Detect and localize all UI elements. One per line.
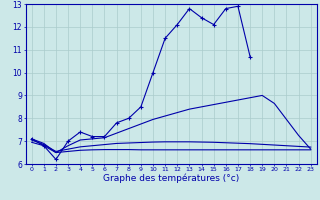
X-axis label: Graphe des températures (°c): Graphe des températures (°c): [103, 174, 239, 183]
